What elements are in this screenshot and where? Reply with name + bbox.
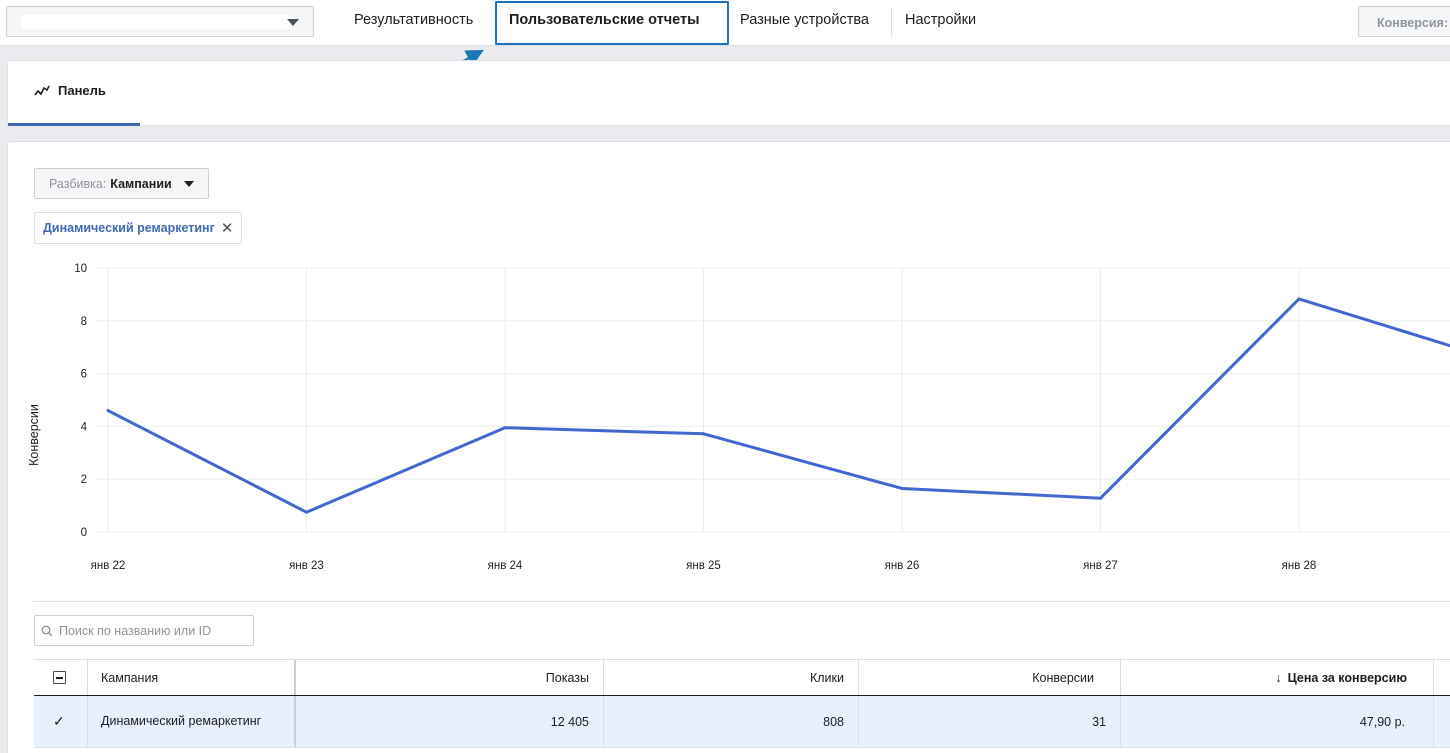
tab-cross-device[interactable]: Разные устройства [740, 12, 869, 28]
header-impressions[interactable]: Показы [296, 660, 604, 695]
header-cost-label: Цена за конверсию [1287, 670, 1407, 685]
panel-tab-label: Панель [58, 83, 106, 98]
x-tick-label: янв 24 [488, 560, 523, 572]
tab-custom-reports[interactable]: Пользовательские отчеты [509, 12, 700, 28]
filter-chip-label: Динамический ремаркетинг [43, 221, 215, 235]
tab-results[interactable]: Результативность [354, 12, 474, 28]
data-point[interactable] [503, 426, 507, 430]
header-clicks[interactable]: Клики [604, 660, 859, 695]
breakdown-dropdown[interactable]: Разбивка: Кампании [34, 168, 209, 199]
report-card [7, 141, 1450, 753]
breakdown-value: Кампании [110, 176, 172, 191]
cell-campaign[interactable]: Динамический ремаркетинг [88, 696, 296, 747]
x-tick-label: янв 23 [289, 560, 324, 572]
search-icon [41, 625, 53, 636]
filter-chip[interactable]: Динамический ремаркетинг ✕ [34, 212, 243, 244]
select-all-checkbox-cell[interactable] [34, 660, 88, 695]
data-point[interactable] [1099, 496, 1102, 500]
series-line[interactable] [107, 297, 1450, 514]
nav-divider [891, 8, 892, 36]
active-tab-highlight [495, 1, 729, 45]
x-tick-label: янв 27 [1083, 560, 1118, 572]
close-icon[interactable]: ✕ [220, 220, 234, 237]
sort-down-icon: ↓ [1275, 670, 1282, 685]
table-header-row: Кампания Показы Клики Конверсии ↓ Цена з… [34, 660, 1450, 696]
cell-clicks: 808 [604, 696, 859, 747]
select-all-checkbox[interactable] [53, 671, 66, 684]
top-navigation: Результативность Пользовательские отчеты… [0, 0, 1450, 46]
y-tick-label: 4 [81, 421, 88, 433]
data-point[interactable] [900, 486, 904, 490]
data-point[interactable] [1297, 297, 1301, 301]
active-tab-underline [8, 123, 140, 126]
x-tick-label: янв 28 [1282, 560, 1317, 572]
search-placeholder: Поиск по названию или ID [59, 623, 212, 638]
data-point[interactable] [106, 409, 110, 413]
cell-impressions: 12 405 [296, 696, 604, 747]
y-tick-label: 10 [74, 263, 87, 275]
y-tick-label: 2 [81, 474, 87, 486]
campaign-table: Кампания Показы Клики Конверсии ↓ Цена з… [34, 659, 1450, 748]
x-tick-label: янв 22 [91, 560, 126, 572]
x-tick-label: янв 25 [686, 560, 721, 572]
y-tick-label: 0 [81, 527, 87, 539]
tab-settings[interactable]: Настройки [905, 12, 977, 28]
data-point[interactable] [702, 432, 705, 436]
chevron-down-icon [287, 19, 299, 26]
header-campaign[interactable]: Кампания [88, 660, 296, 695]
search-input[interactable]: Поиск по названию или ID [34, 615, 254, 646]
header-cost-per-conversion[interactable]: ↓ Цена за конверсию [1121, 660, 1434, 695]
section-divider [34, 601, 1450, 602]
y-tick-label: 6 [81, 369, 87, 381]
conversion-button[interactable]: Конверсия: [1358, 6, 1450, 37]
breakdown-label: Разбивка: [49, 176, 107, 191]
account-selector[interactable] [6, 6, 314, 37]
tab-panel[interactable]: Панель [34, 83, 106, 98]
conversions-line-chart: 10 8 6 4 2 0 янв 22 янв 23 янв 24 янв 25 янв 26 янв… [74, 263, 1450, 572]
y-axis-label: Конверсии [27, 404, 41, 466]
header-conversions[interactable]: Конверсии [859, 660, 1121, 695]
line-chart-icon [34, 85, 50, 95]
data-point[interactable] [305, 510, 308, 514]
account-name-redacted [21, 15, 291, 29]
row-checkbox-cell[interactable]: ✓ [34, 696, 88, 747]
table-row[interactable]: ✓ Динамический ремаркетинг 12 405 808 31… [34, 696, 1450, 748]
checkmark-icon[interactable]: ✓ [53, 713, 65, 729]
cell-cost-per-conversion: 47,90 р. [1121, 696, 1434, 747]
y-tick-label: 8 [81, 316, 87, 328]
cell-conversions: 31 [859, 696, 1121, 747]
x-tick-label: янв 26 [885, 560, 920, 572]
chevron-down-icon [183, 180, 194, 187]
panel-tab-bar: Панель [7, 60, 1450, 126]
